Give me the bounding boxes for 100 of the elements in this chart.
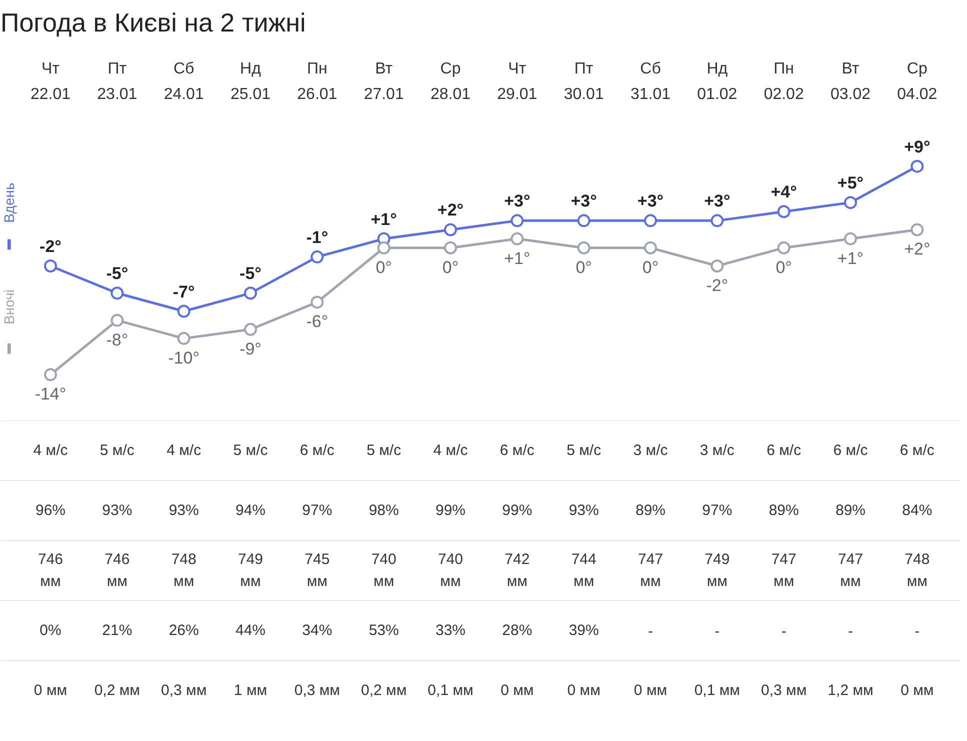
point (844, 232, 857, 246)
point (444, 223, 457, 236)
data-label: +9° (904, 137, 930, 156)
point (777, 205, 790, 218)
text: 6 м/с (833, 442, 868, 459)
point (444, 241, 457, 254)
text: 5 м/с (566, 442, 602, 459)
text: 0 мм (900, 682, 934, 699)
data-label: -5° (240, 264, 262, 284)
data-label: +2° (437, 200, 464, 220)
text: 28% (502, 622, 532, 639)
point (244, 322, 257, 336)
point (310, 296, 324, 309)
text: 97% (302, 502, 332, 519)
chart-title: Погода в Києві на 2 тижні (0, 8, 306, 38)
data-label: 0° (642, 258, 659, 277)
text: 747 мм (638, 550, 664, 590)
text: 97% (702, 502, 732, 519)
text: 4 м/с (433, 442, 468, 459)
text: Вдень (1, 182, 18, 223)
text: - (848, 623, 853, 640)
data-label: -9° (240, 339, 262, 358)
data-label: +1° (370, 210, 398, 229)
text: 5 м/с (233, 442, 268, 459)
point (110, 314, 124, 327)
text: 5 м/с (366, 442, 402, 459)
text: Вночі (1, 289, 18, 324)
text: 33% (435, 622, 466, 639)
x-tick-label: Пн 26.01 (297, 60, 338, 103)
text: 94% (235, 502, 266, 519)
text: 0% (40, 622, 62, 639)
text: 98% (368, 502, 399, 519)
text: 4 м/с (33, 442, 68, 459)
x-tick-label: Ср 04.02 (897, 60, 938, 103)
text: 0,3 мм (161, 682, 207, 699)
data-label: 0° (376, 258, 392, 277)
data-label: 0° (576, 258, 592, 277)
x-tick-label: Чт 29.01 (497, 60, 538, 103)
data-label: -10° (168, 348, 200, 368)
text: 6 м/с (300, 442, 335, 459)
text: 89% (835, 502, 866, 519)
data-label: +1° (837, 248, 864, 268)
text: 0 мм (634, 682, 668, 699)
text: 0,2 мм (361, 682, 407, 699)
data-label: +3° (504, 192, 530, 211)
data-label: 0° (776, 258, 792, 277)
data-label: -6° (306, 312, 328, 332)
text: 89% (635, 502, 666, 519)
text: 39% (568, 622, 599, 639)
text: 745 мм (304, 550, 330, 590)
point (510, 232, 524, 246)
point (44, 259, 57, 272)
text: 744 мм (571, 550, 596, 590)
point (177, 332, 190, 345)
x-tick-label: Ср 28.01 (430, 60, 471, 103)
text: 0,3 мм (761, 682, 807, 699)
text: - (714, 623, 720, 640)
x-tick-label: Пт 30.01 (564, 60, 604, 103)
text: 749 мм (238, 550, 264, 590)
text: 1,2 мм (828, 682, 874, 699)
point (577, 241, 590, 254)
x-tick-label: Чт 22.01 (30, 60, 71, 103)
text: 93% (568, 502, 599, 519)
point (244, 286, 257, 300)
point (710, 214, 724, 228)
data-label: -5° (106, 264, 128, 284)
data-label: +2° (904, 240, 930, 259)
point (577, 214, 590, 228)
point (44, 368, 57, 382)
text: 26% (168, 622, 199, 639)
text: 740 мм (438, 550, 464, 590)
text: 0,3 мм (294, 682, 340, 699)
point (510, 214, 524, 228)
text: 0 мм (500, 682, 534, 699)
x-tick-label: Пт 23.01 (97, 60, 138, 103)
text: 6 м/с (766, 442, 802, 459)
point (910, 223, 924, 236)
x-tick-label: Нд 25.01 (230, 60, 271, 103)
data-label: -7° (172, 282, 195, 302)
text: 3 м/с (700, 442, 735, 459)
text: 0,1 мм (694, 682, 740, 699)
text: 99% (435, 502, 466, 519)
text: 6 м/с (500, 442, 535, 459)
text: 5 м/с (100, 442, 135, 459)
text: - (648, 623, 653, 640)
text: 747 мм (838, 550, 864, 590)
point (110, 286, 124, 300)
data-label: -8° (106, 330, 128, 350)
text: 44% (235, 622, 266, 639)
x-tick-label: Вт 27.01 (364, 60, 404, 103)
text: 748 мм (171, 550, 196, 590)
text: 0,1 мм (428, 682, 474, 699)
data-label: -14° (34, 384, 66, 404)
data-label: -2° (706, 276, 728, 295)
text: 746 мм (104, 550, 130, 590)
text: 21% (102, 622, 132, 639)
text: 53% (368, 622, 399, 639)
text: 0 мм (34, 682, 68, 699)
data-label: +3° (704, 192, 730, 211)
text: 740 мм (371, 550, 396, 590)
